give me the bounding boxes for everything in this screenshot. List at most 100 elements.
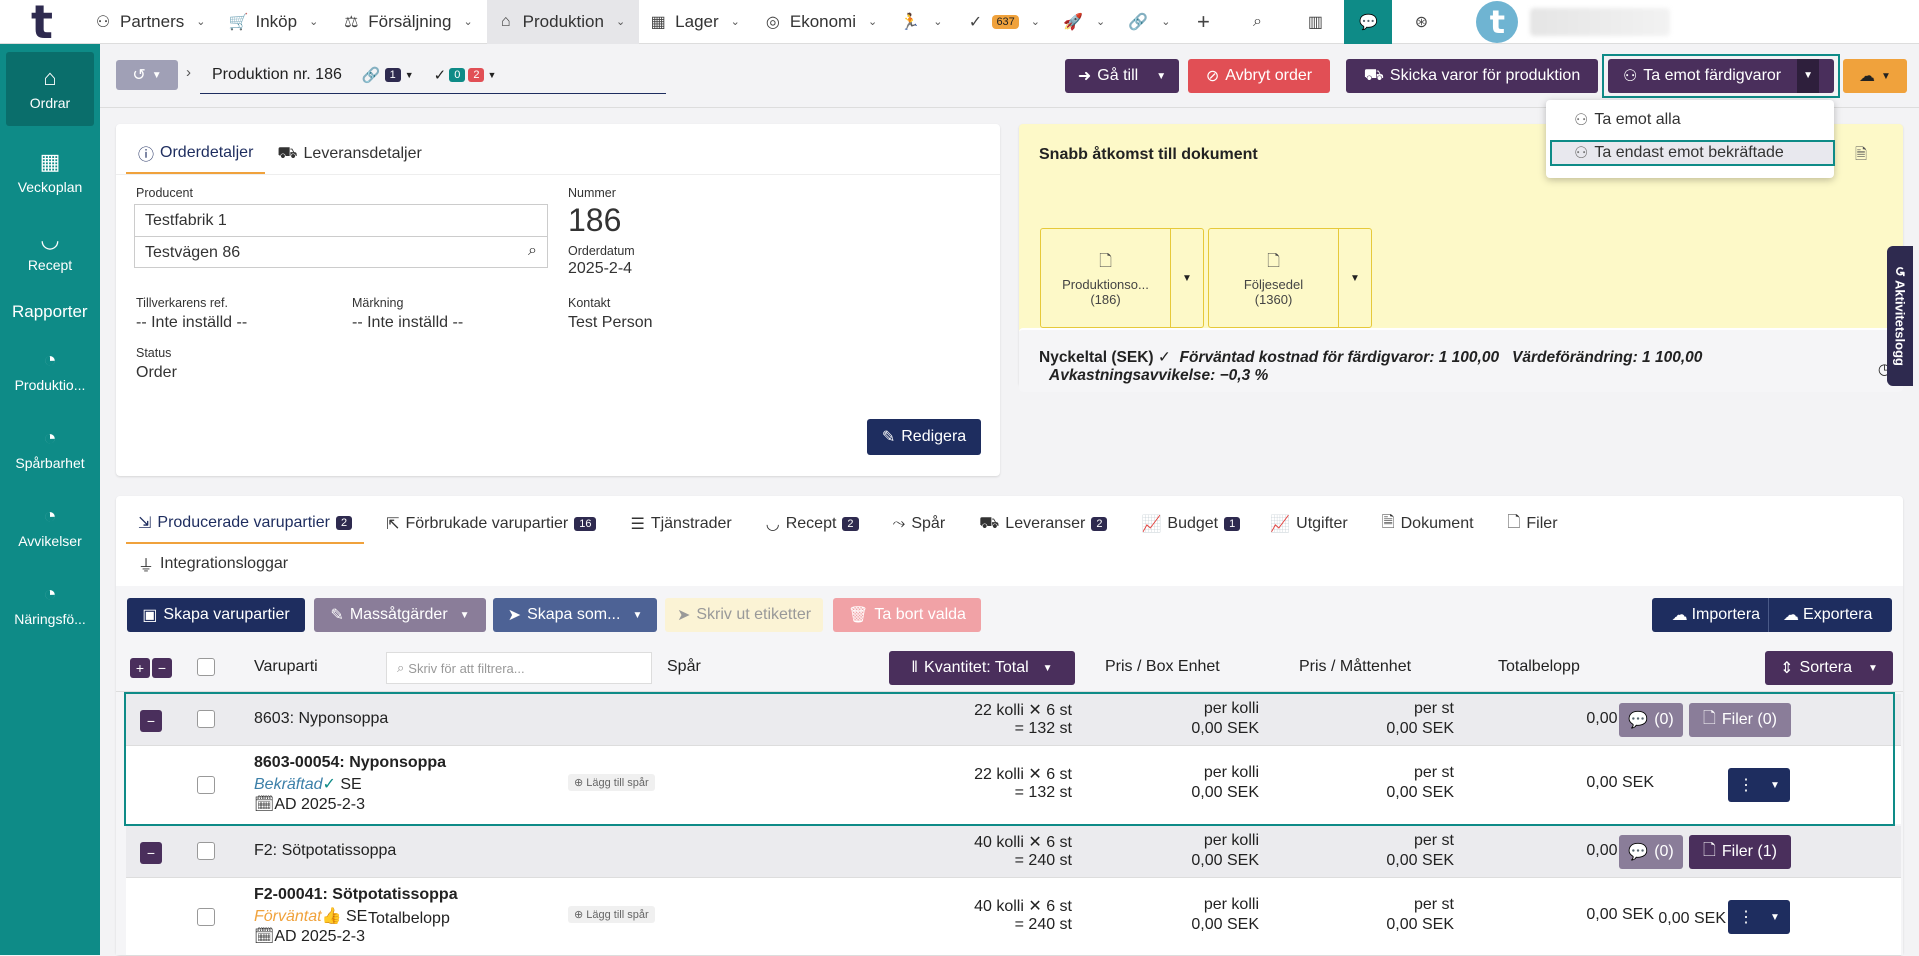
row-checkbox[interactable] <box>197 842 215 860</box>
chevron-down-icon[interactable]: ⌄ <box>1161 16 1171 28</box>
menu-item-receive-all[interactable]: ⚇ Ta emot alla <box>1574 111 1681 129</box>
send-goods-button[interactable]: ⛟ Skicka varor för produktion <box>1346 59 1598 93</box>
row-checkbox[interactable] <box>197 776 215 794</box>
tab-recept[interactable]: ◡ Recept 2 <box>754 504 871 544</box>
help-button[interactable]: ⊛ <box>1402 0 1440 44</box>
history-button[interactable]: ↺ ▼ <box>116 60 178 90</box>
tab-filer[interactable]: 🗋 Filer <box>1496 504 1570 544</box>
tab-integrationsloggar[interactable]: ⏚ Integrationsloggar <box>126 544 300 584</box>
nav-lager[interactable]: ▦ Lager ⌄ <box>639 0 754 44</box>
row-actions-button[interactable]: ⋮ ▼ <box>1728 900 1790 934</box>
import-button[interactable]: ☁ Importera <box>1664 598 1770 632</box>
links-indicator[interactable]: 🔗 1 ▼ <box>361 66 414 84</box>
producer-name-field[interactable]: Testfabrik 1 <box>134 204 548 236</box>
chevron-down-icon[interactable]: ⌄ <box>868 16 878 28</box>
search-button[interactable]: ⌕ <box>1238 0 1276 44</box>
add-trace-button[interactable]: ⊕ Lägg till spår <box>568 906 655 923</box>
nav-ekonomi[interactable]: ◎ Ekonomi ⌄ <box>754 0 891 44</box>
quantity-column-button[interactable]: ‖ Kvantitet: Total ▼ <box>889 651 1075 685</box>
nav-produktion[interactable]: ⌂ Produktion ⌄ <box>486 0 640 44</box>
files-button[interactable]: 🗋 Filer (1) <box>1689 835 1791 869</box>
select-all-checkbox[interactable] <box>197 658 215 676</box>
chevron-down-icon[interactable]: ⌄ <box>1030 16 1041 28</box>
nav-links[interactable]: 🔗 ⌄ <box>1119 0 1184 44</box>
delete-selected-button[interactable]: 🗑 Ta bort valda <box>833 598 981 632</box>
add-trace-button[interactable]: ⊕ Lägg till spår <box>568 774 655 791</box>
edit-button[interactable]: ✎ Redigera <box>867 419 981 455</box>
files-button[interactable]: 🗋 Filer (0) <box>1689 703 1791 737</box>
sidebar-item-avvikelser[interactable]: ◔ Avvikelser <box>18 503 82 550</box>
sort-button[interactable]: ⇕ Sortera ▼ <box>1765 651 1893 685</box>
collapse-group-button[interactable]: − <box>140 842 162 864</box>
chevron-down-icon[interactable]: ⌄ <box>730 16 740 28</box>
chat-button[interactable]: 💬 <box>1344 0 1393 44</box>
order-title[interactable]: Produktion nr. 186 <box>212 65 342 83</box>
doc-foljesedel[interactable]: 🗋 Följesedel (1360) ▼ <box>1208 228 1372 328</box>
activity-log-tab[interactable]: ↺ Aktivitetslogg <box>1887 246 1913 386</box>
menu-item-receive-confirmed[interactable]: ⚇ Ta endast emot bekräftade <box>1550 140 1835 166</box>
row-actions-button[interactable]: ⋮ ▼ <box>1728 768 1790 802</box>
sidebar-item-produktion-report[interactable]: ◔ Produktio... <box>14 347 86 394</box>
mass-actions-button[interactable]: ✎ Massåtgärder ▼ <box>314 598 486 632</box>
tab-budget[interactable]: 📈 Budget 1 <box>1129 504 1252 544</box>
tab-spar[interactable]: ⤳ Spår <box>892 515 946 532</box>
nav-rocket[interactable]: 🚀 ⌄ <box>1054 0 1119 44</box>
goto-button[interactable]: ➜ Gå till ▼ <box>1065 59 1179 93</box>
document-icon[interactable]: 🗎 <box>1854 146 1867 163</box>
sidebar-item-naringsfor[interactable]: ◔ Näringsfö... <box>14 581 86 628</box>
producer-address-field[interactable]: Testvägen 86 ⌕ <box>134 236 548 268</box>
chevron-down-icon[interactable]: ⌄ <box>309 16 319 28</box>
table-row[interactable]: F2-00041: Sötpotatissoppa Förväntat👍 SE … <box>126 878 1901 956</box>
search-icon[interactable]: ⌕ <box>528 242 537 259</box>
tab-dokument[interactable]: 🗎 Dokument <box>1370 504 1486 544</box>
sidebar-item-veckoplan[interactable]: ▦ Veckoplan <box>17 149 83 196</box>
nav-inkop[interactable]: 🛒 Inköp ⌄ <box>219 0 332 44</box>
cancel-order-button[interactable]: ⊘ Avbryt order <box>1188 59 1330 93</box>
nav-partners[interactable]: ⚇ Partners ⌄ <box>84 0 219 44</box>
cloud-button[interactable]: ☁ ▼ <box>1843 59 1907 93</box>
chevron-down-icon[interactable]: ⌄ <box>1096 16 1106 28</box>
caret-down-icon[interactable]: ▼ <box>1350 272 1360 284</box>
filter-input[interactable]: ⌕ Skriv för att filtrera... <box>386 652 652 684</box>
chevron-down-icon[interactable]: ⌄ <box>933 16 943 28</box>
table-row[interactable]: − F2: Sötpotatissoppa 40 kolli ✕ 6 st = … <box>126 826 1901 878</box>
table-row[interactable]: − 8603: Nyponsoppa 22 kolli ✕ 6 st = 132… <box>126 694 1901 746</box>
create-batches-button[interactable]: ▣ Skapa varupartier <box>127 598 305 632</box>
expand-all-button[interactable]: + <box>130 658 150 678</box>
caret-down-icon[interactable]: ▼ <box>1182 272 1192 284</box>
sidebar-item-ordrar[interactable]: ⌂ Ordrar <box>6 52 94 126</box>
tab-producerade[interactable]: ⇲ Producerade varupartier 2 <box>126 504 365 544</box>
avatar[interactable]: t <box>1476 0 1519 43</box>
app-logo[interactable]: t <box>31 0 53 49</box>
chevron-down-icon[interactable]: ⌄ <box>463 16 473 28</box>
chevron-down-icon[interactable]: ⌄ <box>196 16 206 28</box>
comments-button[interactable]: 💬 (0) <box>1619 835 1683 869</box>
tab-leveransdetaljer[interactable]: ⛟ Leveransdetaljer <box>277 145 422 162</box>
comments-button[interactable]: 💬 (0) <box>1619 703 1683 737</box>
doc-produktionsorder[interactable]: 🗋 Produktionso... (186) ▼ <box>1040 228 1204 328</box>
sidebar-item-sparbarhet[interactable]: ◔ Spårbarhet <box>15 425 85 472</box>
user-name[interactable] <box>1530 7 1671 36</box>
barcode-button[interactable]: ▥ <box>1296 0 1334 44</box>
add-button[interactable]: + <box>1184 0 1222 44</box>
print-labels-button[interactable]: ➤ Skriv ut etiketter <box>665 598 823 632</box>
receive-goods-button[interactable]: ⚇ Ta emot färdigvaror ▼ <box>1608 59 1834 93</box>
table-row[interactable]: 8603-00054: Nyponsoppa Bekräftad✓ SE 🗓AD… <box>126 746 1901 824</box>
nav-tasks[interactable]: ✓ 637 ⌄ <box>956 0 1054 44</box>
tab-forbrukade[interactable]: ⇱ Förbrukade varupartier 16 <box>374 504 608 544</box>
tab-leveranser[interactable]: ⛟ Leveranser 2 <box>967 504 1119 544</box>
row-checkbox[interactable] <box>197 710 215 728</box>
export-button[interactable]: ☁ Exportera <box>1783 606 1873 624</box>
tab-utgifter[interactable]: 📈 Utgifter <box>1270 515 1348 533</box>
tab-tjanstrader[interactable]: ☰ Tjänstrader <box>630 515 732 533</box>
nav-activity[interactable]: 🏃 ⌄ <box>891 0 956 44</box>
checks-indicator[interactable]: ✓ 0 2 ▼ <box>433 66 497 84</box>
nav-forsaljning[interactable]: ⚖ Försäljning ⌄ <box>332 0 486 44</box>
collapse-group-button[interactable]: − <box>140 710 162 732</box>
collapse-all-button[interactable]: − <box>152 658 172 678</box>
row-checkbox[interactable] <box>197 908 215 926</box>
create-as-button[interactable]: ➤ Skapa som... ▼ <box>493 598 657 632</box>
chevron-down-icon[interactable]: ⌄ <box>615 16 626 28</box>
tab-orderdetaljer[interactable]: ⓘ Orderdetaljer <box>126 134 266 174</box>
sidebar-item-recept[interactable]: ◡ Recept <box>27 227 73 274</box>
